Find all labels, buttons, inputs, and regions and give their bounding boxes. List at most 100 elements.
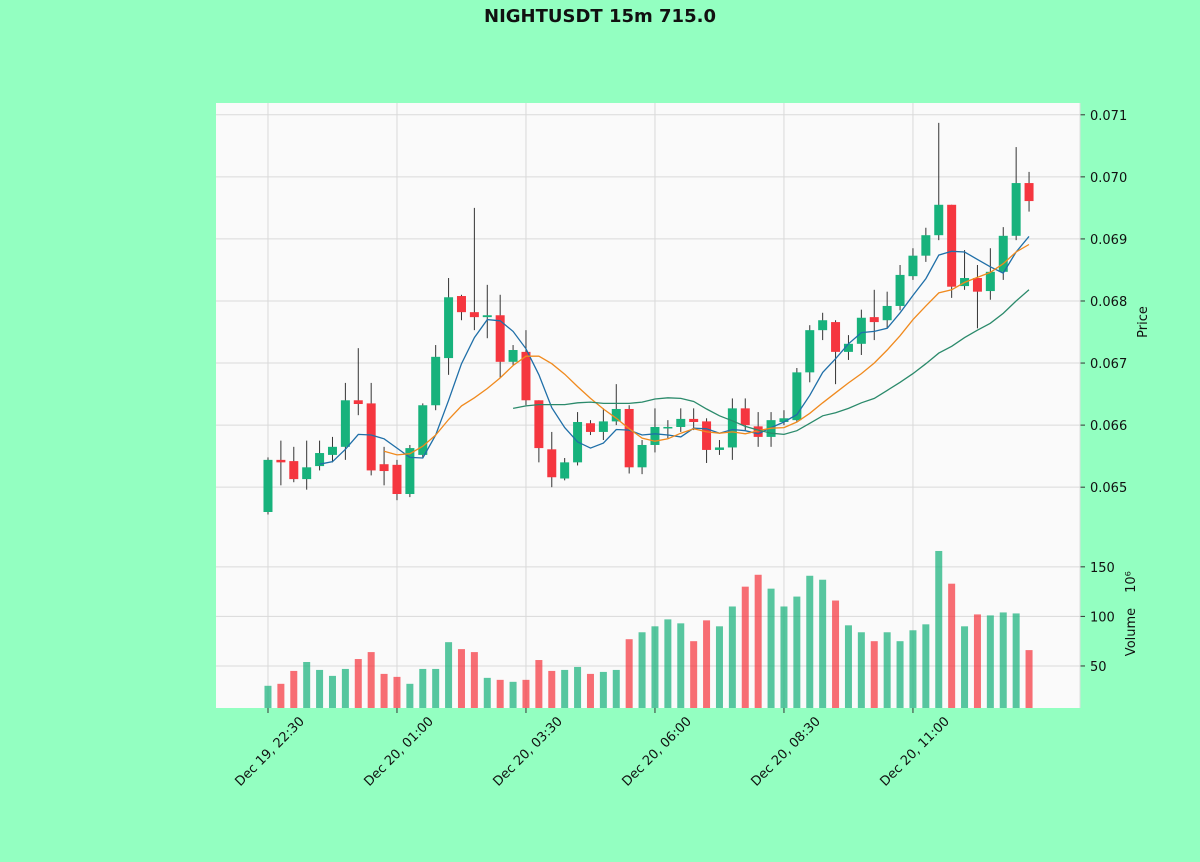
candle-body [676,418,686,427]
volume-bar [457,649,465,708]
candle-body [637,444,647,468]
volume-bar [445,642,453,708]
y2-offset-label: 10⁶ [1124,571,1139,593]
candle-body [327,446,337,455]
candle-body [315,453,325,467]
candle-body [972,278,982,292]
x-tick-label: Dec 19, 22:30 [232,714,307,789]
y-tick-label: 0.069 [1090,233,1127,248]
candle-body [379,464,389,472]
volume-bar [393,676,401,708]
volume-bar [1025,650,1033,708]
volume-bar [715,626,723,708]
volume-bar [522,679,530,708]
volume-bar [380,673,388,708]
volume-bar [367,652,375,708]
candle-body [353,400,363,405]
volume-bar [922,624,930,708]
y-tick-label: 0.067 [1090,357,1127,372]
volume-bar [574,666,582,708]
y-tick-label: 0.071 [1090,109,1127,124]
candle-body [469,312,479,318]
candle-body [689,418,699,423]
candle-body [727,408,737,448]
volume-bar [973,614,981,708]
candle-body [1011,183,1021,236]
volume-bar [935,550,943,708]
candle-body [302,467,312,480]
candle-body [598,421,608,432]
candle-body [289,461,299,480]
candle-body [921,235,931,256]
candle-body [869,317,879,323]
y-tick-label: 0.065 [1090,481,1127,496]
moving-average-line [383,243,1030,456]
volume-bar [961,626,969,708]
volume-bar [703,620,711,708]
volume-bar [599,671,607,708]
candle-body [985,271,995,292]
volume-bar [780,606,788,708]
y2-tick-label: 100 [1090,610,1115,625]
candle-body [456,296,466,313]
y2-tick-label: 50 [1090,660,1107,675]
volume-bar [625,639,633,708]
candle-body [663,426,673,429]
candle-body [895,274,905,306]
x-tick-label: Dec 20, 03:30 [490,714,565,789]
volume-bar [1012,613,1020,708]
candle-body [508,350,518,362]
candle-body [779,418,789,423]
candle-body [792,372,802,421]
volume-bar [677,623,685,708]
candle-body [276,459,286,463]
candle-body [818,320,828,331]
volume-bar [328,675,336,708]
volume-bar [341,668,349,708]
volume-bar [741,586,749,708]
y2-tick-label: 150 [1090,561,1115,576]
volume-bar [948,583,956,708]
volume-bar [832,600,840,708]
y-tick-label: 0.070 [1090,171,1127,186]
candle-body [624,408,634,468]
candle-body [947,204,957,287]
candle-body [366,403,376,471]
volume-bar [316,669,324,708]
chart-title: NIGHTUSDT 15m 715.0 [484,6,716,27]
candle-body [392,464,402,495]
y-tick-label: 0.068 [1090,295,1127,310]
y-axis-label: Price [1136,306,1151,338]
candle-body [1024,183,1034,202]
volume-bar [638,632,646,708]
volume-bar [690,641,698,708]
candle-body [998,235,1008,272]
volume-bar [754,574,762,708]
candle-body [418,405,428,455]
volume-bar [432,668,440,708]
moving-average-line [512,289,1030,436]
candle-body [340,400,350,447]
y-tick-label: 0.066 [1090,419,1127,434]
volume-bar [806,575,814,708]
candle-body [702,421,712,450]
volume-bar [509,681,517,708]
volume-bar [909,630,917,708]
candle-body [444,297,454,359]
volume-bar [354,659,362,708]
candle-body [805,330,815,373]
candle-body [585,423,595,432]
candle-body [482,315,492,318]
volume-bar [264,685,272,708]
candle-body [753,426,763,437]
candle-body [908,255,918,277]
candle-body [405,448,415,495]
candle-body [611,408,621,422]
candle-body [650,426,660,445]
volume-bar [870,641,878,708]
x-tick-label: Dec 20, 08:30 [748,714,823,789]
volume-bar [535,660,543,708]
volume-bar [883,632,891,708]
volume-bar [793,596,801,708]
